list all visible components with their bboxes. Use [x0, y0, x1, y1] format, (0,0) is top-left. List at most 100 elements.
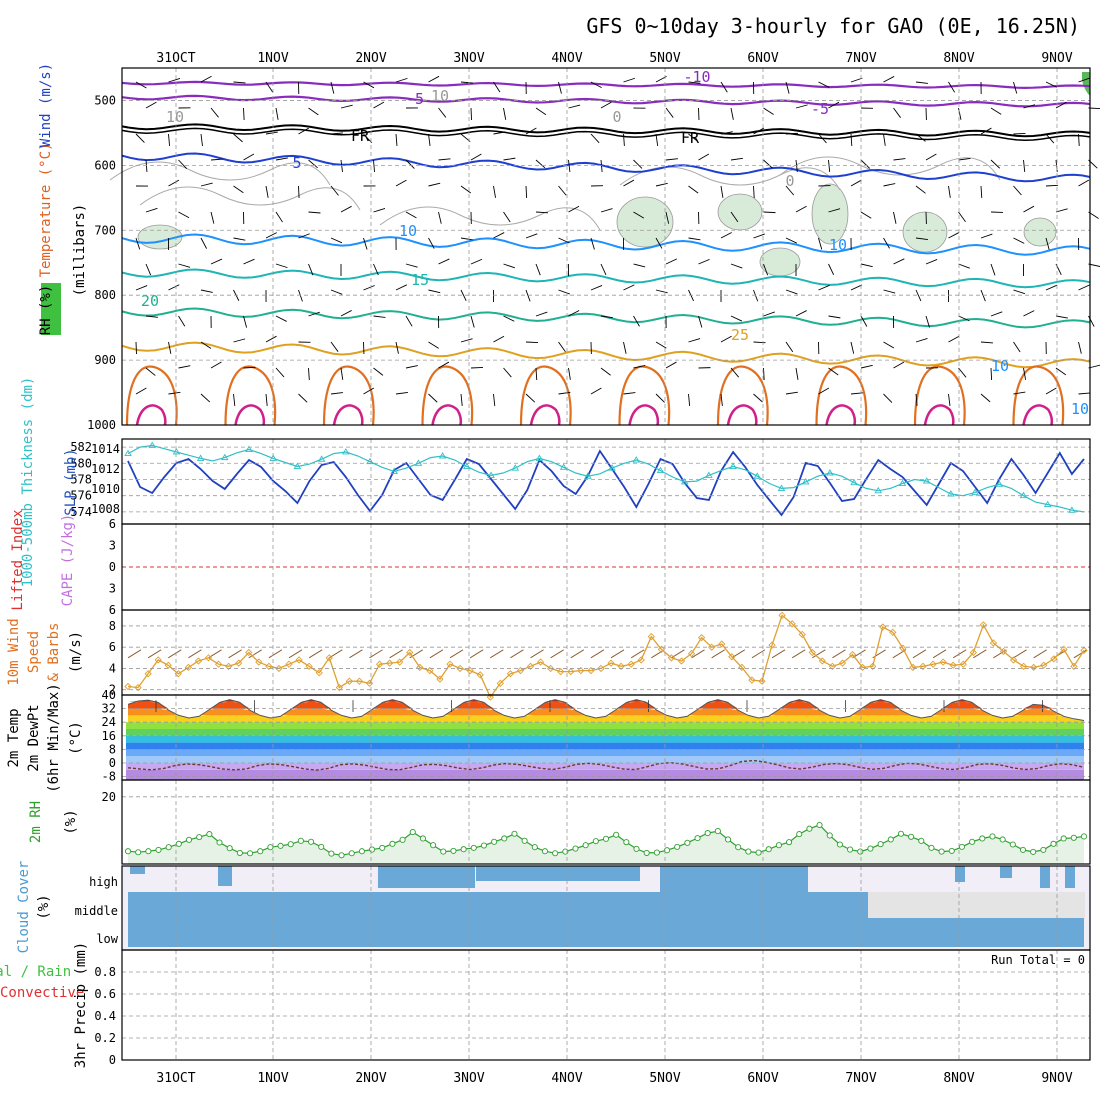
- rh-area-5: [1023, 217, 1057, 247]
- wind-barb-2-22: [850, 133, 853, 147]
- wind-barb-7-3: [243, 258, 255, 265]
- wind-speed-point-11: [235, 659, 243, 667]
- wind-barb-7-26: [990, 263, 996, 276]
- temp-line: [127, 699, 1085, 721]
- rh-point-80: [938, 848, 945, 855]
- rh-point-69: [826, 832, 833, 839]
- upper-air-ylabel-mb: (millibars): [72, 204, 88, 297]
- thickness-point-66: [922, 477, 931, 484]
- wind-speed-point-44: [567, 667, 575, 676]
- wind-barb-5-27: [1023, 205, 1035, 213]
- date-label-bottom-8: 8NOV: [943, 1071, 974, 1086]
- wind-barb-6-21: [818, 237, 823, 250]
- wind-barb-4-10: [460, 185, 472, 194]
- wind-barb-12-10: [460, 393, 463, 406]
- li-ylabel-right: CAPE (J/kg): [60, 514, 76, 607]
- wind-barb-12-26: [980, 393, 991, 403]
- surface-wind-barb-78: [912, 649, 927, 659]
- date-label-bottom-6: 6NOV: [747, 1071, 778, 1086]
- date-label-top-4: 4NOV: [551, 51, 582, 66]
- rh-point-30: [430, 842, 437, 849]
- wind-barb-3-0: [145, 159, 148, 172]
- wind-barb-3-7: [373, 159, 375, 172]
- slp-ytick-left-0: 574: [70, 505, 92, 519]
- wind-speed-point-17: [295, 656, 303, 664]
- temp-ytick-0: -8: [102, 770, 116, 784]
- wind-barb-3-11: [503, 157, 516, 161]
- wind-barb-3-5: [308, 159, 318, 169]
- wind-barb-0-23: [883, 76, 895, 83]
- rh-point-41: [541, 848, 549, 855]
- wind-barb-4-4: [265, 185, 269, 198]
- rh-point-4: [165, 844, 172, 851]
- rh-point-37: [501, 835, 508, 842]
- temp-contour-t35-1: [234, 404, 266, 426]
- wind-barb-5-5: [308, 211, 321, 214]
- thickness-point-46: [680, 478, 689, 485]
- wind-barb-8-10: [460, 289, 467, 302]
- precip-ytick-1: 0.2: [94, 1031, 116, 1045]
- wind-barb-12-4: [265, 393, 268, 406]
- upper-air-ytick-4: 900: [94, 353, 116, 367]
- rh-point-15: [277, 842, 284, 849]
- wind-barb-4-29: [1078, 179, 1090, 187]
- temp-contour-t30-1: [224, 365, 277, 426]
- wind-barb-1-27: [1023, 104, 1036, 109]
- wind-barb-0-11: [493, 81, 501, 93]
- wind-speed-point-63: [758, 677, 766, 685]
- wind-barb-2-18: [720, 131, 733, 135]
- surface-wind-barb-62: [751, 649, 766, 659]
- contour-label-13: 10: [166, 108, 184, 126]
- wind-barb-5-4: [275, 211, 283, 223]
- temp-ytick-4: 24: [102, 715, 116, 729]
- temp-contour-t_5: [121, 152, 1091, 183]
- wind-barb-5-25: [958, 211, 966, 223]
- temp-contour-t_m10: [121, 80, 1091, 90]
- wind-barb-5-0: [145, 207, 158, 213]
- wind-barb-2-27: [1013, 133, 1026, 135]
- wind-barb-12-8: [395, 391, 408, 395]
- surface-wind-barb-50: [630, 649, 645, 659]
- li-ytick-3: 3: [109, 582, 116, 596]
- wind-speed-point-95: [1080, 646, 1088, 655]
- wind-barb-0-2: [200, 75, 212, 83]
- temp-band-2: [126, 756, 1084, 763]
- thickness-point-48: [705, 471, 713, 478]
- temp-contour-t30-6: [716, 365, 769, 426]
- wind-barb-8-2: [200, 289, 213, 293]
- wind-barb-2-21: [818, 133, 827, 144]
- wind-barb-3-2: [210, 158, 223, 161]
- wind-barb-4-6: [330, 185, 339, 196]
- wind-barb-3-10: [470, 153, 482, 161]
- wind-speed-point-6: [184, 663, 193, 672]
- temp-contour-t_15: [121, 268, 1091, 289]
- rh-point-23: [358, 848, 365, 855]
- temp-contour-t35-2: [332, 404, 364, 426]
- wind-speed-point-4: [164, 661, 172, 669]
- rh-point-75: [887, 836, 894, 843]
- temp-warm-band-3: [128, 699, 1084, 702]
- wind-barb-4-3: [233, 185, 244, 194]
- wind-speed-point-79: [919, 662, 927, 670]
- surface-wind-barb-34: [469, 649, 484, 659]
- li-ytick-1: 3: [109, 539, 116, 553]
- contour-label-8: 15: [411, 271, 429, 289]
- wind-barb-12-1: [168, 391, 181, 395]
- wind-barb-5-28: [1055, 208, 1068, 213]
- wind-barb-10-18: [720, 335, 732, 343]
- wind-barb-3-13: [568, 159, 571, 172]
- temp-contour-t_fr: [121, 123, 1091, 138]
- surface-wind-barb-10: [228, 649, 242, 659]
- wind-barb-6-24: [915, 237, 928, 241]
- wind-frame: [121, 609, 1091, 696]
- contour-label-16: 0: [785, 172, 794, 190]
- rh-contour-4: [779, 156, 1001, 181]
- rh-point-22: [348, 850, 355, 857]
- rh-point-54: [674, 843, 681, 850]
- rh-point-88: [1019, 846, 1027, 853]
- rh-point-14: [267, 844, 274, 851]
- wind-barb-10-19: [753, 341, 766, 344]
- wind-barb-6-28: [1045, 237, 1050, 250]
- thickness-point-24: [414, 459, 423, 466]
- rh-point-44: [572, 845, 579, 852]
